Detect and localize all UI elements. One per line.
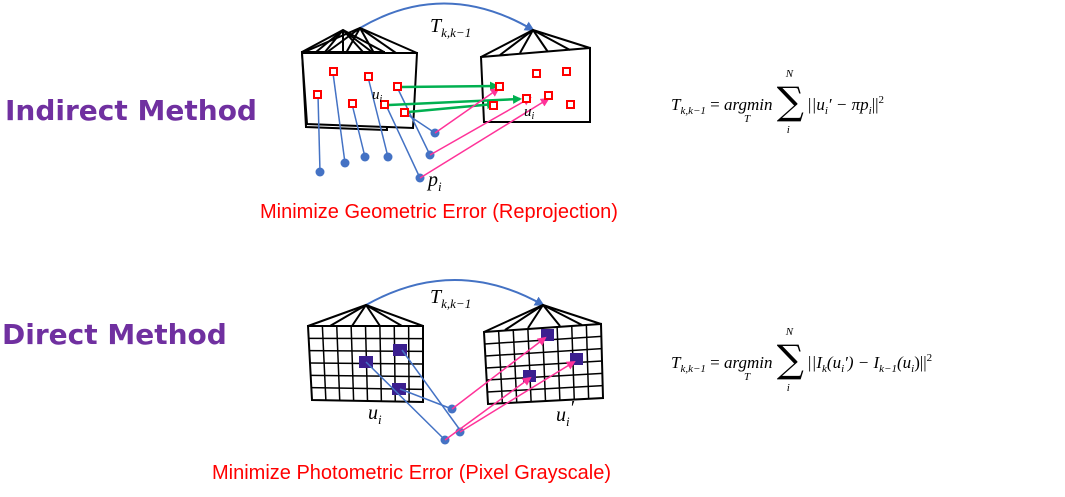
- direct-caption: Minimize Photometric Error (Pixel Graysc…: [212, 462, 611, 484]
- feature-matches: [388, 81, 522, 114]
- direct-equation: Tk,k−1 = argmin T N ∑ i ||Ik(ui′) − Ik−1(ui…: [671, 326, 933, 395]
- left-camera-direct-roof: [307, 303, 424, 327]
- direct-ui-prime-label: ui′: [556, 397, 575, 429]
- direct-ui-label: ui: [368, 402, 382, 427]
- indirect-diagram: Tk,k−1: [300, 2, 591, 194]
- indirect-ui-prime-label: ui: [524, 104, 535, 122]
- indirect-pi-label: pi: [426, 169, 442, 194]
- transform-label-direct: Tk,k−1: [430, 286, 471, 311]
- reprojection-lines: [419, 87, 550, 179]
- indirect-method-label: Indirect Method: [5, 94, 257, 127]
- direct-back-projection: [365, 349, 461, 441]
- right-camera-direct-roof: [483, 303, 602, 333]
- direct-method-label: Direct Method: [2, 318, 227, 351]
- direct-diagram: Tk,k−1: [306, 279, 605, 445]
- features-left: [313, 67, 409, 117]
- indirect-caption: Minimize Geometric Error (Reprojection): [260, 201, 618, 223]
- features-right: [489, 67, 575, 110]
- transform-arc-direct: [365, 279, 545, 306]
- transform-label: Tk,k−1: [430, 15, 471, 40]
- indirect-ui-label: ui: [372, 87, 383, 105]
- indirect-equation: Tk,k−1 = argmin T N ∑ i ||ui′ − πpi||2: [671, 68, 885, 137]
- direct-3d-points: [440, 404, 465, 445]
- transform-arc: [359, 2, 535, 32]
- back-projection-lines: [317, 72, 436, 179]
- direct-reprojection: [444, 336, 576, 441]
